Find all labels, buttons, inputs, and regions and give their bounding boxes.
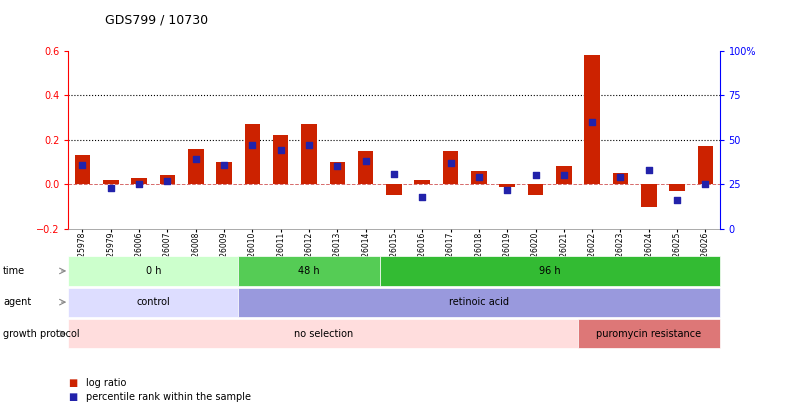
Bar [131, 177, 147, 184]
Text: percentile rank within the sample: percentile rank within the sample [86, 392, 251, 402]
Bar [442, 151, 458, 184]
Point [528, 172, 541, 179]
Text: agent: agent [3, 297, 31, 307]
Bar [272, 135, 288, 184]
Text: growth protocol: growth protocol [3, 329, 79, 339]
Point [415, 194, 428, 200]
Point [218, 162, 230, 168]
Point [670, 197, 683, 204]
Bar [385, 184, 402, 195]
Text: 48 h: 48 h [298, 266, 320, 276]
Bar [527, 184, 543, 195]
Bar [329, 162, 344, 184]
Text: control: control [137, 297, 170, 307]
Point [246, 142, 259, 148]
Point [104, 185, 117, 191]
Point [274, 147, 287, 153]
Bar [103, 180, 119, 184]
Text: time: time [3, 266, 26, 276]
Point [76, 162, 89, 168]
Text: 0 h: 0 h [145, 266, 161, 276]
Point [302, 142, 315, 148]
Bar [357, 151, 373, 184]
Bar [160, 175, 175, 184]
Bar [640, 184, 656, 207]
Text: GDS799 / 10730: GDS799 / 10730 [104, 13, 207, 26]
Bar [668, 184, 684, 191]
Point [132, 181, 145, 188]
Text: retinoic acid: retinoic acid [448, 297, 508, 307]
Bar [556, 166, 571, 184]
Text: ■: ■ [68, 378, 78, 388]
Text: no selection: no selection [293, 329, 353, 339]
Text: puromycin resistance: puromycin resistance [596, 329, 700, 339]
Bar [697, 146, 712, 184]
Bar [301, 124, 316, 184]
Point [642, 167, 654, 173]
Text: log ratio: log ratio [86, 378, 126, 388]
Point [500, 186, 513, 193]
Point [585, 119, 598, 125]
Text: ■: ■ [68, 392, 78, 402]
Bar [499, 184, 515, 186]
Bar [471, 171, 486, 184]
Bar [612, 173, 627, 184]
Point [698, 181, 711, 188]
Point [613, 174, 626, 180]
Bar [584, 55, 599, 184]
Point [359, 158, 372, 164]
Point [161, 177, 173, 184]
Bar [75, 155, 90, 184]
Bar [414, 180, 430, 184]
Point [556, 172, 569, 179]
Point [331, 163, 344, 170]
Point [472, 174, 485, 180]
Point [189, 156, 202, 162]
Bar [216, 162, 231, 184]
Text: 96 h: 96 h [538, 266, 560, 276]
Bar [244, 124, 260, 184]
Bar [188, 149, 203, 184]
Point [443, 160, 456, 166]
Point [387, 171, 400, 177]
